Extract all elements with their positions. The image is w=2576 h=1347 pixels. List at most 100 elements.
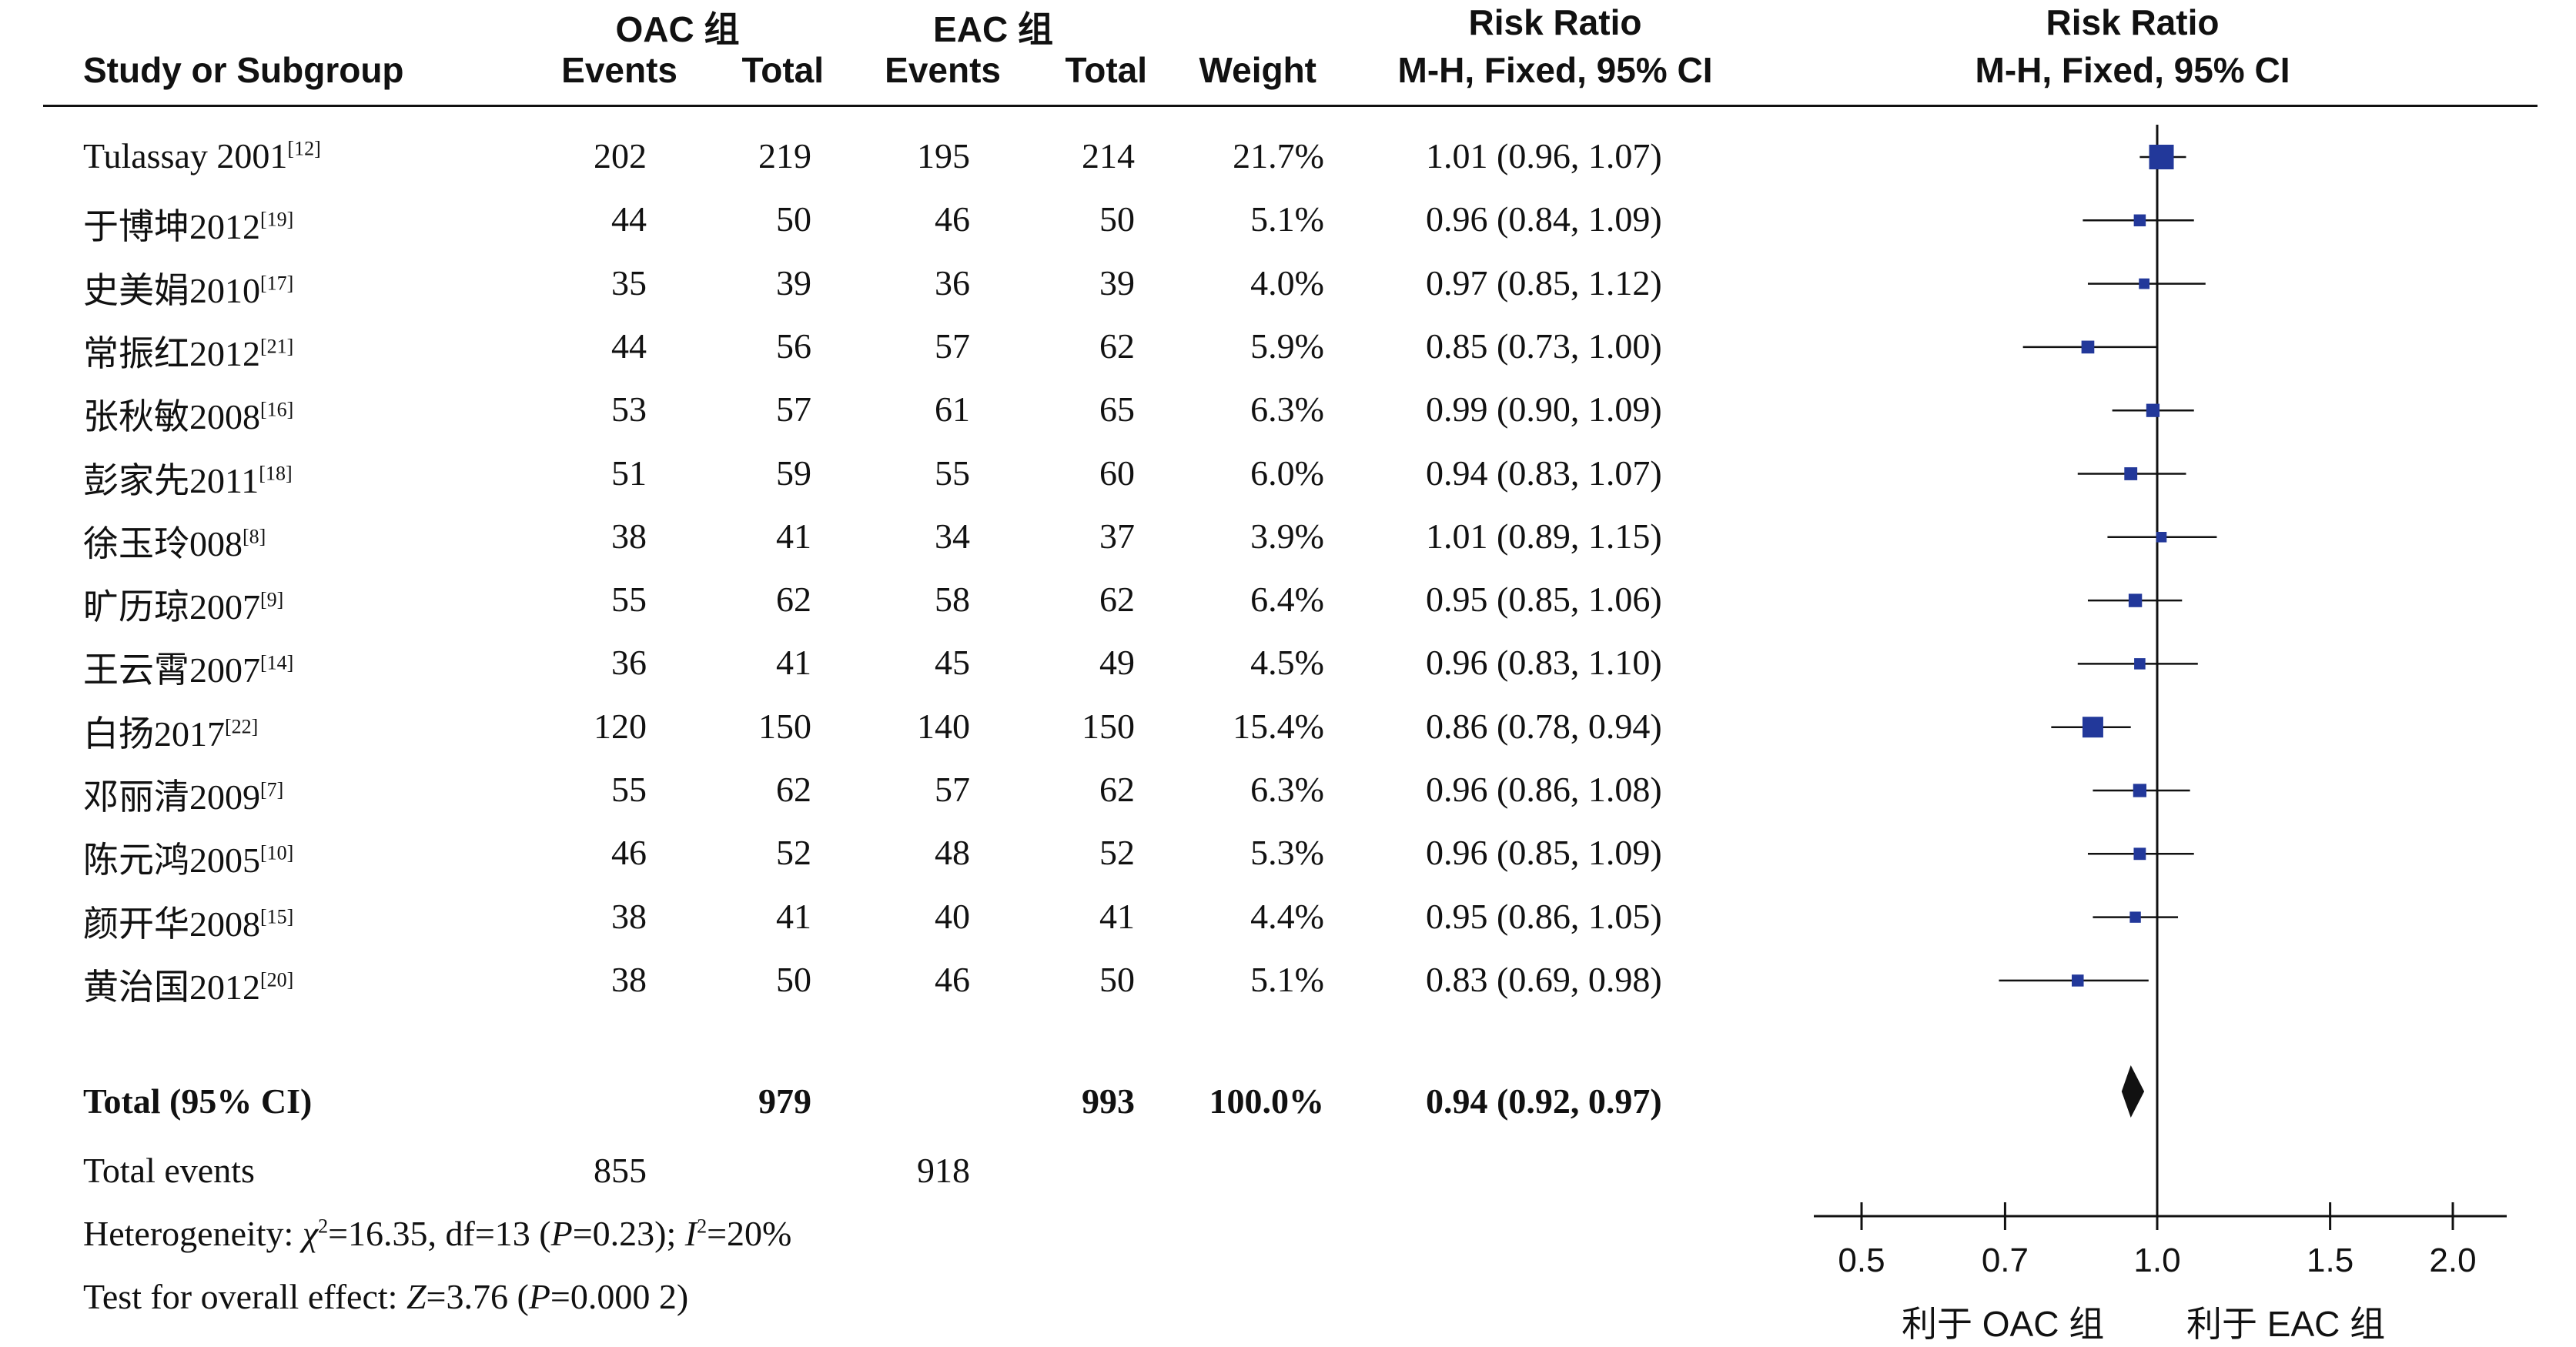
- point-marker: [2124, 467, 2138, 480]
- eac-events-cell: 45: [935, 643, 970, 682]
- study-name: 颜开华2008[15]: [83, 896, 293, 947]
- rr-text-cell: 0.99 (0.90, 1.09): [1426, 389, 1662, 429]
- study-name-text: 邓丽清2009: [83, 777, 260, 817]
- eac-total-cell: 60: [1099, 453, 1135, 493]
- total-eac-total: 993: [1082, 1081, 1135, 1121]
- weight-header: Weight: [1199, 50, 1316, 90]
- eac-events-cell: 61: [935, 389, 970, 429]
- eac-events-cell: 40: [935, 897, 970, 936]
- heterogeneity-text: Heterogeneity: χ2=16.35, df=13 (P=0.23);…: [83, 1214, 792, 1253]
- total-events-oac: 855: [594, 1151, 647, 1190]
- rr-text-cell: 0.83 (0.69, 0.98): [1426, 960, 1662, 999]
- oac-total-cell: 39: [776, 263, 811, 302]
- oac-total-cell: 57: [776, 389, 811, 429]
- rr-text-cell: 0.95 (0.86, 1.05): [1426, 897, 1662, 936]
- study-ref: [8]: [243, 525, 266, 548]
- study-name-text: Tulassay 2001: [83, 136, 288, 175]
- weight-cell: 6.4%: [1250, 580, 1324, 619]
- study-name: 白扬2017[22]: [83, 706, 258, 757]
- rr-text-cell: 0.95 (0.85, 1.06): [1426, 580, 1662, 619]
- point-marker: [2129, 911, 2141, 923]
- eac-total-cell: 49: [1099, 643, 1135, 682]
- x-tick-label: 0.5: [1838, 1242, 1885, 1279]
- oac-events-cell: 35: [611, 263, 647, 302]
- overall-effect-text: Test for overall effect: Z=3.76 (P=0.000…: [83, 1277, 689, 1316]
- total-label: Total (95% CI): [83, 1081, 313, 1121]
- weight-cell: 3.9%: [1250, 516, 1324, 556]
- total-oac-total: 979: [758, 1081, 811, 1121]
- oac-total-cell: 50: [776, 199, 811, 239]
- study-name: 张秋敏2008[16]: [83, 389, 293, 440]
- point-marker: [2133, 847, 2146, 861]
- study-name: 王云霄2007[14]: [83, 642, 293, 693]
- oac-total-cell: 41: [776, 643, 811, 682]
- eac-events-cell: 140: [917, 707, 970, 746]
- oac-events-cell: 44: [611, 199, 647, 239]
- weight-cell: 5.1%: [1250, 199, 1324, 239]
- eac-events-cell: 58: [935, 580, 970, 619]
- rr-text-cell: 1.01 (0.89, 1.15): [1426, 516, 1662, 556]
- oac-total-cell: 41: [776, 516, 811, 556]
- study-ref: [9]: [260, 588, 284, 611]
- point-marker: [2146, 403, 2160, 417]
- weight-cell: 5.3%: [1250, 833, 1324, 872]
- weight-cell: 6.3%: [1250, 389, 1324, 429]
- eac-events-cell: 195: [917, 136, 970, 175]
- rr-text-cell: 0.86 (0.78, 0.94): [1426, 707, 1662, 746]
- oac-events-cell: 36: [611, 643, 647, 682]
- study-name-text: 于博坤2012: [83, 207, 260, 246]
- point-marker: [2149, 145, 2174, 169]
- eac-total-cell: 50: [1099, 199, 1135, 239]
- oac-events-cell: 120: [594, 707, 647, 746]
- study-name-text: 旷历琼2007: [83, 587, 260, 627]
- study-name: 徐玉玲008[8]: [83, 516, 266, 567]
- point-marker: [2072, 974, 2084, 987]
- point-marker: [2134, 658, 2146, 670]
- study-name-text: 徐玉玲008: [83, 524, 243, 563]
- study-ref: [21]: [260, 335, 294, 358]
- rr-text-cell: 0.85 (0.73, 1.00): [1426, 326, 1662, 366]
- point-marker: [2133, 784, 2147, 797]
- rr-text-cell: 0.96 (0.83, 1.10): [1426, 643, 1662, 682]
- eac-total-cell: 62: [1099, 770, 1135, 809]
- study-name-text: 史美娟2010: [83, 271, 260, 310]
- eac-events-cell: 48: [935, 833, 970, 872]
- eac-total-cell: 65: [1099, 389, 1135, 429]
- study-name-text: 张秋敏2008: [83, 397, 260, 436]
- oac-total-cell: 52: [776, 833, 811, 872]
- oac-events-cell: 51: [611, 453, 647, 493]
- study-ref: [19]: [260, 208, 294, 231]
- weight-cell: 6.3%: [1250, 770, 1324, 809]
- study-ref: [18]: [259, 462, 293, 485]
- oac-total-cell: 59: [776, 453, 811, 493]
- eac-events-cell: 57: [935, 326, 970, 366]
- eac-total-cell: 214: [1082, 136, 1135, 175]
- study-name-text: 王云霄2007: [83, 650, 260, 690]
- eac-total-cell: 62: [1099, 580, 1135, 619]
- study-ref: [12]: [287, 137, 321, 160]
- point-marker: [2082, 717, 2103, 738]
- study-name-text: 颜开华2008: [83, 904, 260, 944]
- rr-method-header: M-H, Fixed, 95% CI: [1397, 50, 1713, 90]
- study-name: 旷历琼2007[9]: [83, 579, 283, 630]
- oac-total-cell: 50: [776, 960, 811, 999]
- weight-cell: 5.1%: [1250, 960, 1324, 999]
- study-ref: [16]: [260, 398, 294, 421]
- eac-total-cell: 62: [1099, 326, 1135, 366]
- plot-method-header: M-H, Fixed, 95% CI: [1975, 50, 2290, 90]
- oac-total-cell: 150: [758, 707, 811, 746]
- study-name: 于博坤2012[19]: [83, 199, 293, 249]
- oac-total-cell: 56: [776, 326, 811, 366]
- x-tick-label: 0.7: [1982, 1242, 2029, 1279]
- oac-total-cell: 219: [758, 136, 811, 175]
- study-name: Tulassay 2001[12]: [83, 135, 321, 176]
- eac-total-header: Total: [1065, 50, 1147, 90]
- study-name: 黄治国2012[20]: [83, 959, 293, 1010]
- oac-events-cell: 46: [611, 833, 647, 872]
- x-tick-label: 2.0: [2429, 1242, 2476, 1279]
- study-name-text: 陈元鸿2005: [83, 841, 260, 880]
- study-ref: [7]: [260, 778, 284, 801]
- rr-text-cell: 0.96 (0.84, 1.09): [1426, 199, 1662, 239]
- oac-events-cell: 55: [611, 580, 647, 619]
